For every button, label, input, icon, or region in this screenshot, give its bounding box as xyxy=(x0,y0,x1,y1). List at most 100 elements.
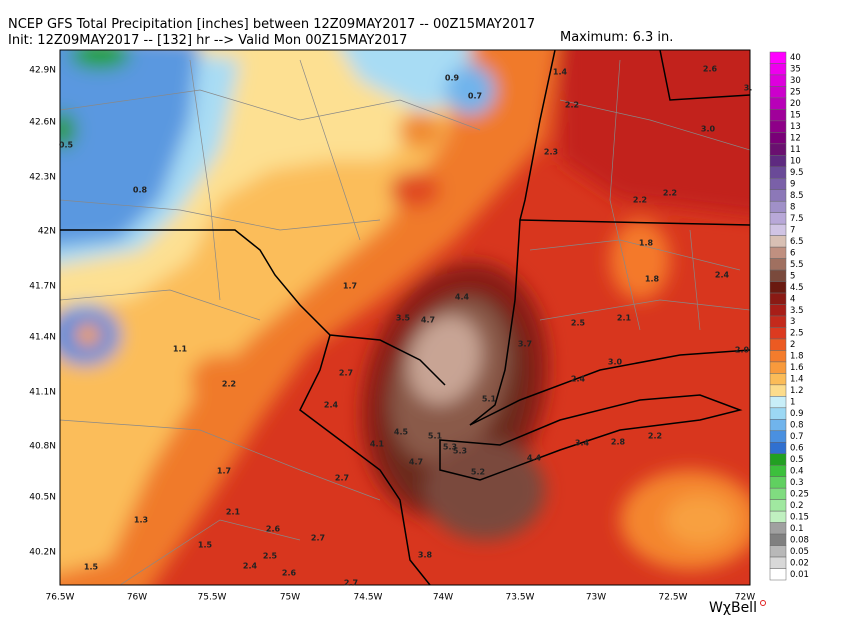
colorbar-label: 2 xyxy=(790,340,795,350)
colorbar-label: 0.5 xyxy=(790,455,804,465)
colorbar-swatch xyxy=(769,373,787,386)
colorbar-swatch xyxy=(769,396,787,409)
value-label: 2.1 xyxy=(617,314,632,323)
colorbar-label: 0.08 xyxy=(790,535,809,545)
colorbar-label: 2.5 xyxy=(790,329,804,339)
value-label: 2.2 xyxy=(648,432,662,441)
colorbar-swatch xyxy=(769,430,787,443)
colorbar-swatch xyxy=(769,74,787,87)
colorbar-label: 1.8 xyxy=(790,352,804,362)
colorbar-swatch xyxy=(769,120,787,133)
colorbar-swatch xyxy=(769,338,787,351)
colorbar-label: 0.3 xyxy=(790,478,804,488)
colorbar-swatch xyxy=(769,476,787,489)
lat-label: 41.1N xyxy=(29,388,56,398)
colorbar-swatch xyxy=(769,86,787,99)
colorbar-label: 11 xyxy=(790,145,801,155)
lat-label: 41.7N xyxy=(29,282,56,292)
lat-label: 40.2N xyxy=(29,548,56,558)
colorbar-label: 0.6 xyxy=(790,444,804,454)
lon-label: 74W xyxy=(433,593,453,603)
colorbar-swatch xyxy=(769,304,787,317)
maximum: Maximum: 6.3 in. xyxy=(560,30,673,45)
colorbar-label: 6 xyxy=(790,248,795,258)
colorbar-swatch xyxy=(769,292,787,305)
lat-label: 40.5N xyxy=(29,493,56,503)
colorbar-label: 3 xyxy=(790,317,795,327)
colorbar-swatch xyxy=(769,212,787,225)
colorbar-label: 8 xyxy=(790,202,795,212)
value-label: 1.8 xyxy=(645,275,660,284)
colorbar-swatch xyxy=(769,200,787,213)
colorbar-label: 8.5 xyxy=(790,191,804,201)
state-lines xyxy=(60,50,750,585)
value-label: 2.3 xyxy=(544,148,558,157)
colorbar-label: 0.4 xyxy=(790,466,804,476)
lon-label: 73.5W xyxy=(506,593,535,603)
lon-label: 76.5W xyxy=(46,593,75,603)
value-label: 1.1 xyxy=(173,345,188,354)
colorbar-label: 0.05 xyxy=(790,547,809,557)
value-label: 2.6 xyxy=(266,525,281,534)
colorbar-label: 0.2 xyxy=(790,501,804,511)
colorbar-swatch xyxy=(769,51,787,64)
colorbar-label: 3.5 xyxy=(790,306,804,316)
colorbar-label: 1.2 xyxy=(790,386,804,396)
colorbar-label: 5 xyxy=(790,271,795,281)
colorbar-swatch xyxy=(769,384,787,397)
value-label: 2.6 xyxy=(282,569,297,578)
value-label: 2.7 xyxy=(335,474,349,483)
value-label: 2.2 xyxy=(222,380,236,389)
colorbar-label: 1 xyxy=(790,398,795,408)
lon-label: 75.5W xyxy=(198,593,227,603)
value-label: 0.9 xyxy=(445,74,460,83)
lat-label: 42N xyxy=(38,227,56,237)
colorbar-label: 25 xyxy=(790,88,801,98)
colorbar-label: 1.6 xyxy=(790,363,804,373)
colorbar-swatch xyxy=(769,522,787,535)
colorbar-swatch xyxy=(769,166,787,179)
value-label: 4.4 xyxy=(527,454,542,463)
colorbar-label: 40 xyxy=(790,53,801,63)
colorbar-swatch xyxy=(769,223,787,236)
colorbar-swatch xyxy=(769,258,787,271)
colorbar-label: 5.5 xyxy=(790,260,804,270)
colorbar-label: 13 xyxy=(790,122,801,132)
value-label: 3.8 xyxy=(418,551,433,560)
colorbar-label: 30 xyxy=(790,76,801,86)
colorbar-swatch xyxy=(769,315,787,328)
value-label: 5.3 xyxy=(453,447,467,456)
colorbar-label: 1.4 xyxy=(790,375,804,385)
colorbar-swatch xyxy=(769,487,787,500)
value-label: 1.7 xyxy=(343,282,357,291)
value-label: 3.5 xyxy=(396,314,411,323)
colorbar-label: 4.5 xyxy=(790,283,804,293)
colorbar-swatch xyxy=(769,442,787,454)
colorbar-swatch xyxy=(769,143,787,156)
lon-label: 72.5W xyxy=(659,593,688,603)
value-label: 0.5 xyxy=(59,141,74,150)
colorbar-swatch xyxy=(769,510,787,523)
colorbar-label: 12 xyxy=(790,134,801,144)
colorbar-swatch xyxy=(769,464,787,477)
colorbar-label: 6.5 xyxy=(790,237,804,247)
colorbar-swatch xyxy=(769,361,787,374)
colorbar-swatch xyxy=(769,327,787,340)
value-label: 3. xyxy=(744,84,753,93)
value-label: 4.7 xyxy=(421,316,435,325)
colorbar-swatch xyxy=(769,281,787,294)
colorbar-swatch xyxy=(769,155,787,168)
value-label: 5.1 xyxy=(482,395,497,404)
lat-label: 40.8N xyxy=(29,442,56,452)
colorbar-label: 7 xyxy=(790,225,795,235)
value-label: 2.5 xyxy=(263,552,278,561)
lat-label: 42.3N xyxy=(29,173,56,183)
value-label: 2.0 xyxy=(735,346,750,355)
value-label: 3.0 xyxy=(701,125,716,134)
value-label: 4.7 xyxy=(409,458,423,467)
value-label: 0.8 xyxy=(133,186,148,195)
value-label: 2.2 xyxy=(565,101,579,110)
colorbar-swatch xyxy=(769,109,787,122)
colorbar-label: 10 xyxy=(790,157,801,167)
